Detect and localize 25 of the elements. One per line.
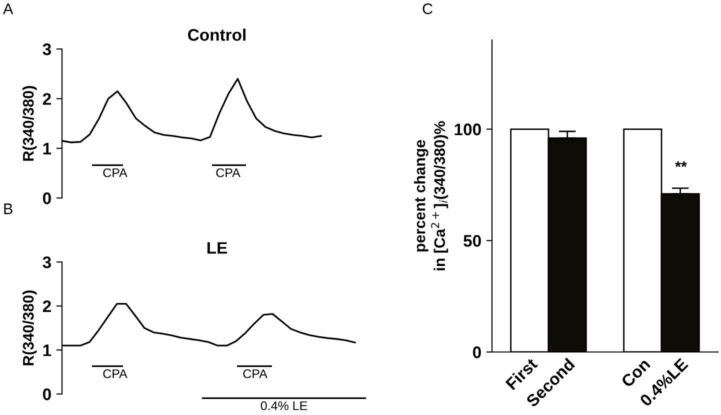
y-tick-label: 1 [43, 142, 52, 154]
y-tick-label: 2 [42, 300, 51, 312]
y-tick-label: 50 [464, 234, 481, 247]
annotation: CPA [103, 168, 128, 178]
annotation: CPA [103, 369, 128, 378]
y-tick-label: 0 [42, 388, 51, 400]
y-tick-label: 0 [42, 192, 51, 204]
y-tick-label: 2 [42, 93, 51, 105]
y-tick-label: 1 [43, 344, 52, 356]
text: C [422, 3, 432, 14]
y-axis-title: R(340/380) [22, 86, 37, 161]
annotation: CPA [216, 168, 240, 178]
text: A [3, 4, 14, 14]
chart-title: LE [207, 242, 227, 254]
text: B [4, 204, 12, 214]
chart-title: Control [188, 28, 246, 41]
y-axis-title: percent change in [Ca$^{2+}$]$_{i}$(340/380)% [414, 121, 448, 270]
y-tick-label: 0 [472, 346, 481, 358]
annotation: ** [675, 161, 687, 168]
text: 0.4% LE [260, 401, 308, 410]
annotation: CPA [243, 369, 268, 378]
y-axis-title: R(340/380) [22, 290, 37, 366]
y-tick-label: 3 [42, 43, 51, 56]
y-tick-label: 100 [454, 124, 481, 136]
y-tick-label: 3 [42, 256, 51, 268]
